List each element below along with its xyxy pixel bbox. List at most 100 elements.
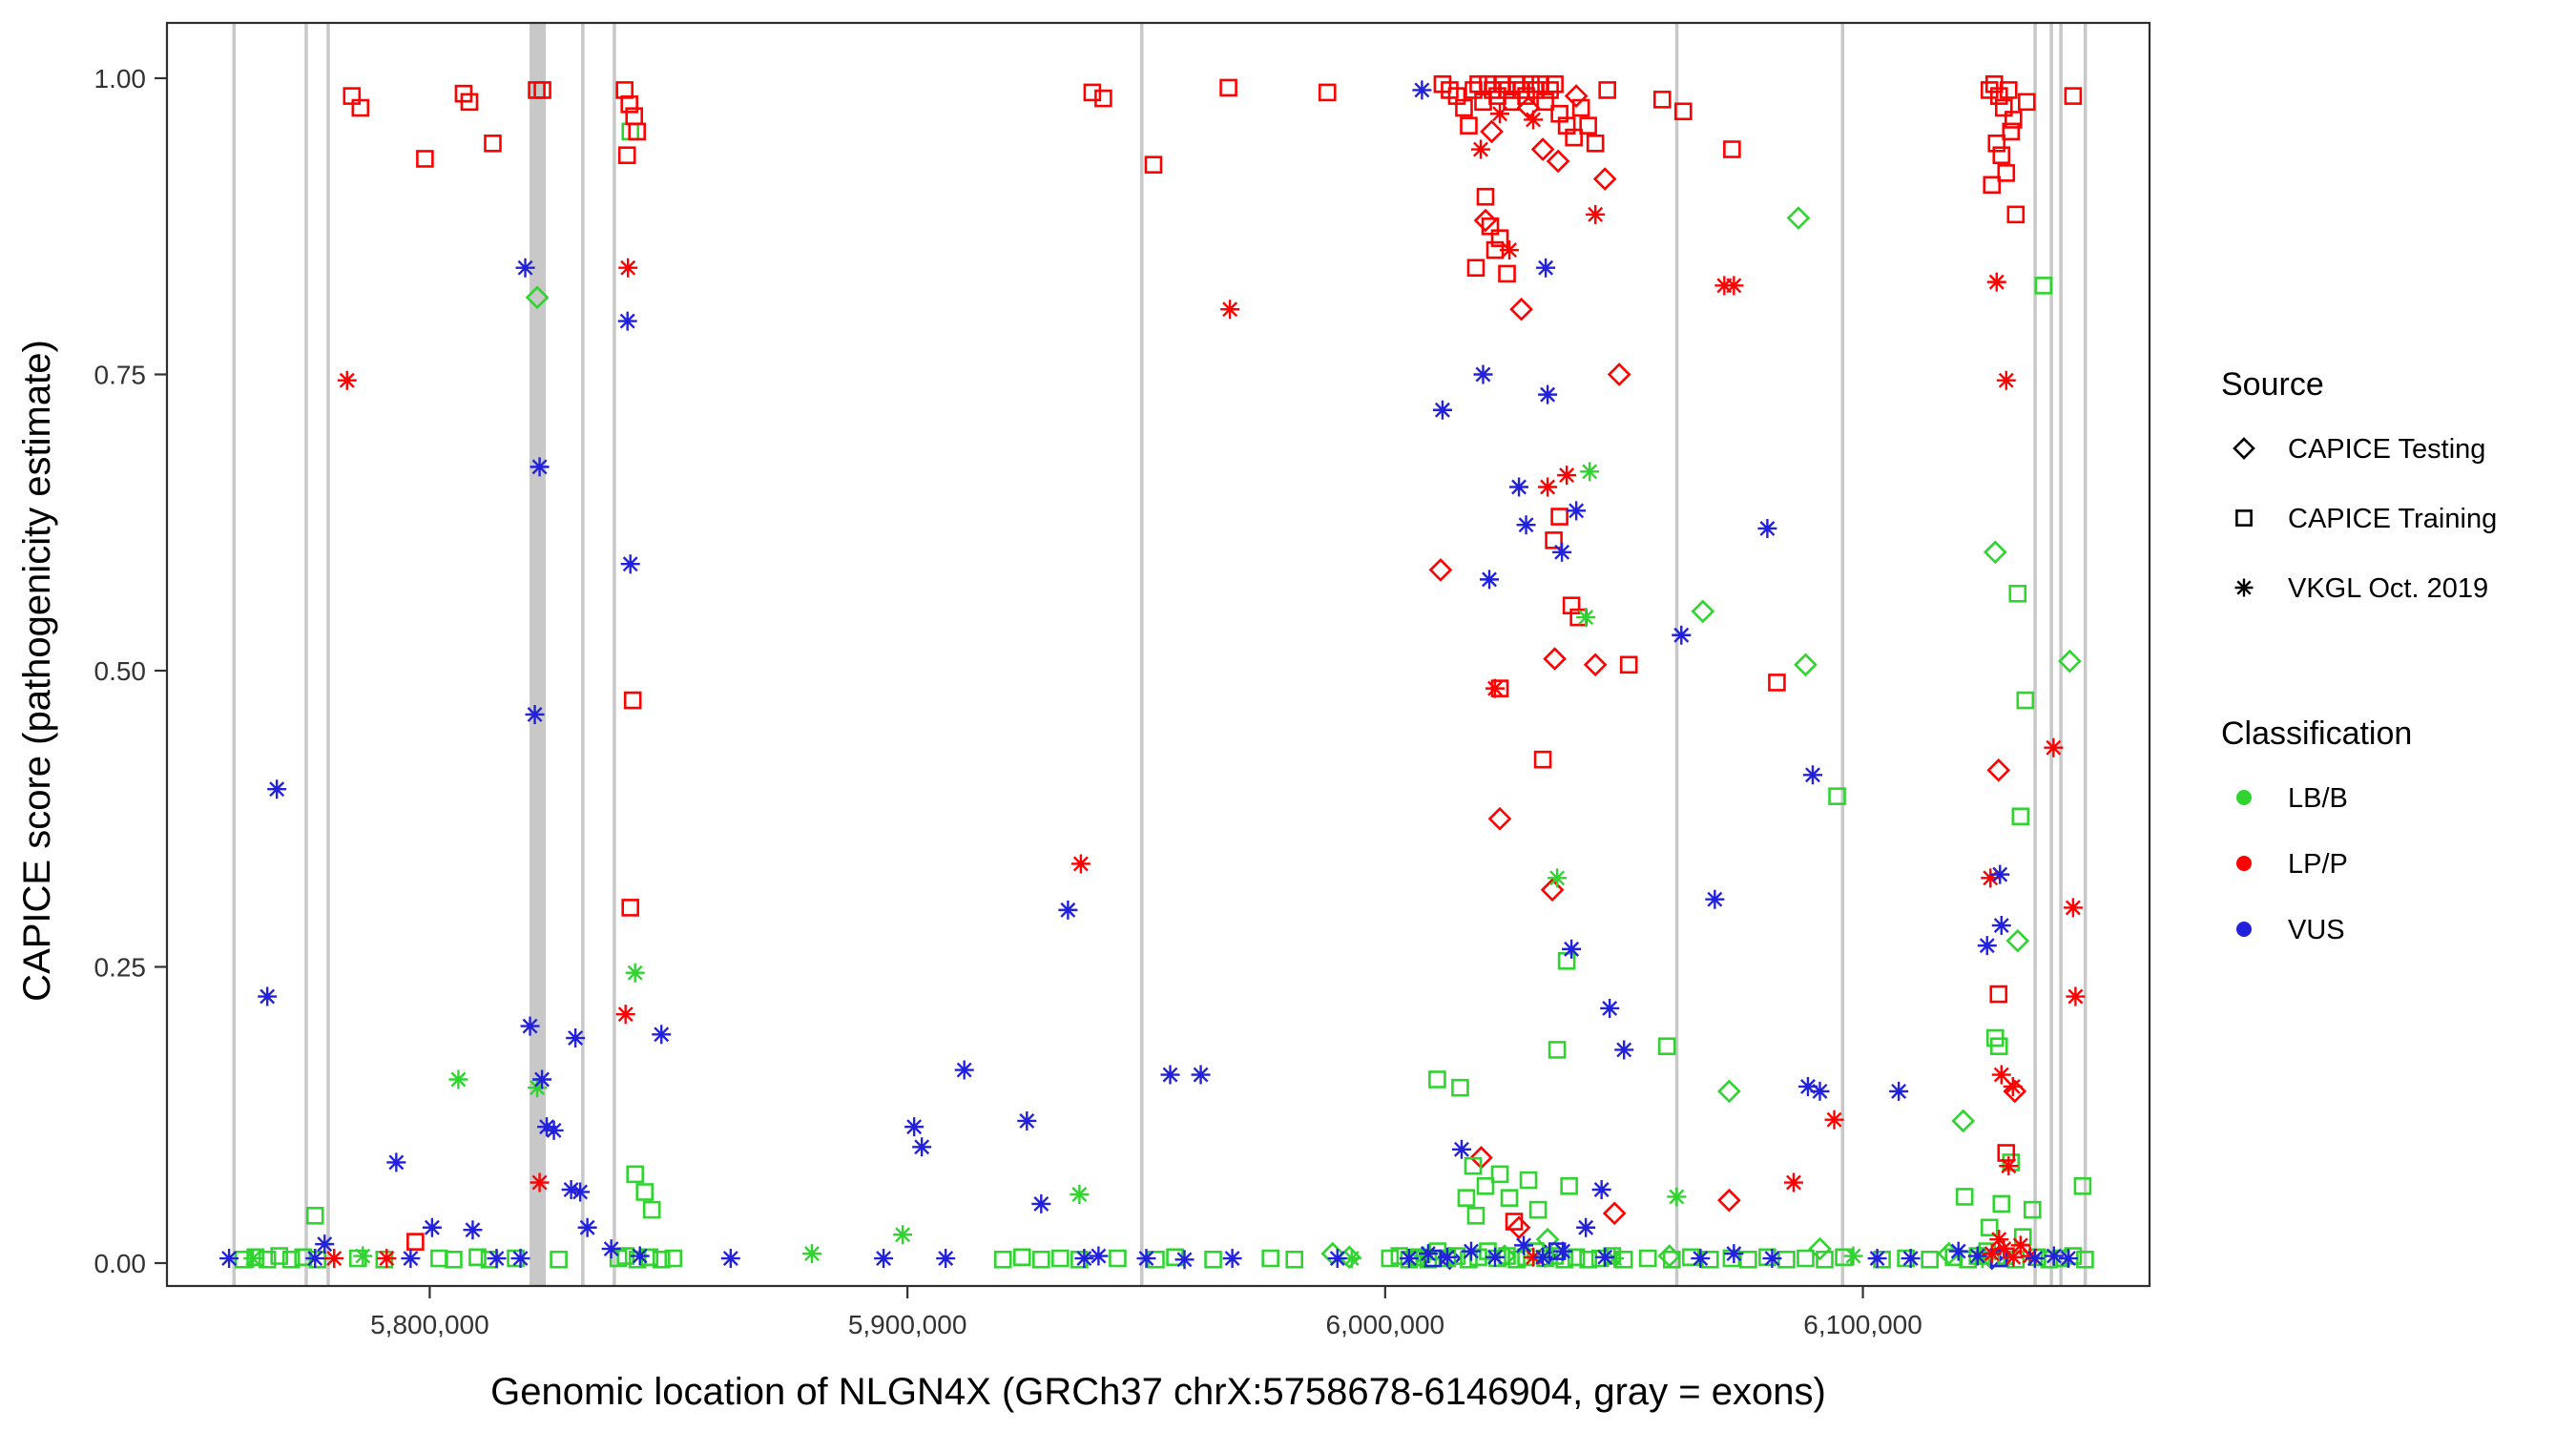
data-point-square (1498, 1247, 1516, 1265)
data-point-diamond (1530, 137, 1555, 161)
data-point-square (1498, 264, 1516, 283)
data-point-asterisk (801, 1244, 821, 1264)
data-point-asterisk (1516, 515, 1536, 535)
data-point-square (1999, 81, 2018, 99)
data-point-square (1980, 81, 1999, 99)
data-point-square (2004, 111, 2023, 129)
legend-class-label: LP/P (2288, 849, 2348, 880)
legend-source-label: CAPICE Training (2288, 504, 2497, 534)
data-point-square (1797, 1249, 1815, 1268)
data-point-asterisk (1461, 1241, 1481, 1261)
data-point-square (2002, 122, 2021, 141)
data-point-asterisk (530, 1172, 550, 1192)
data-point-square (1536, 93, 1554, 112)
exon-band (1139, 23, 1144, 1286)
data-point-asterisk (544, 1120, 564, 1140)
legend-square-icon (2235, 509, 2253, 527)
data-point-square (1723, 140, 1741, 158)
data-point-square (1955, 1188, 1974, 1206)
data-point-asterisk (577, 1217, 597, 1237)
data-point-asterisk (1802, 765, 1822, 785)
data-point-square (1997, 164, 2016, 182)
data-point-square (617, 146, 636, 165)
data-point-asterisk (874, 1249, 894, 1269)
data-point-asterisk (617, 311, 637, 331)
data-point-square (445, 1250, 463, 1269)
data-point-asterisk (2044, 737, 2064, 757)
exon-band (1674, 23, 1679, 1286)
data-point-asterisk (1524, 1247, 1544, 1267)
data-point-asterisk (2004, 1247, 2024, 1267)
data-point-diamond (1480, 119, 1504, 144)
data-point-square (1997, 1144, 2016, 1162)
data-point-asterisk (2003, 1076, 2023, 1096)
series-square-lpp (343, 74, 2083, 1251)
data-point-asterisk (1724, 1244, 1744, 1264)
data-point-square (1094, 89, 1112, 108)
data-point-asterisk (1991, 916, 2011, 936)
data-point-diamond (2003, 1079, 2027, 1104)
data-point-diamond (1786, 206, 1811, 230)
data-point-asterisk (1999, 1156, 2019, 1176)
data-point-square (1758, 1248, 1776, 1267)
data-point-asterisk (620, 554, 640, 574)
data-point-asterisk (305, 1249, 325, 1269)
data-point-square (1032, 1250, 1050, 1269)
data-point-square (1579, 116, 1597, 135)
legend-item-source-diamond: CAPICE Testing (2233, 434, 2485, 465)
data-point-diamond (1986, 757, 2011, 782)
y-tick-label: 1.00 (94, 64, 147, 93)
data-point-asterisk (1567, 501, 1587, 521)
data-point-asterisk (1500, 240, 1520, 260)
data-point-square (1490, 1165, 1509, 1184)
legend-item-source-asterisk: VKGL Oct. 2019 (2234, 573, 2488, 604)
data-point-asterisk (448, 1069, 468, 1089)
data-point-square (1012, 1248, 1031, 1267)
data-point-asterisk (463, 1220, 483, 1240)
data-point-diamond (1808, 1236, 1832, 1261)
data-point-asterisk (1412, 80, 1432, 100)
data-point-square (1638, 1249, 1657, 1268)
data-point-asterisk (1991, 1065, 2011, 1085)
data-point-asterisk (528, 1078, 548, 1098)
data-point-square (1070, 1250, 1089, 1269)
exon-band (613, 23, 616, 1286)
data-point-diamond (1607, 363, 1631, 386)
legend-color-dot-icon (2236, 790, 2252, 805)
x-tick-label: 6,100,000 (1803, 1310, 1922, 1339)
data-points-layer (219, 74, 2094, 1271)
data-point-square (1428, 1070, 1446, 1089)
data-point-diamond (1717, 1079, 1741, 1104)
series-diamond-lpp (1428, 84, 2027, 1240)
data-point-asterisk (487, 1249, 507, 1269)
data-point-asterisk (1536, 258, 1556, 278)
data-point-square (1466, 259, 1485, 278)
data-point-asterisk (2063, 898, 2083, 918)
data-point-square (305, 1207, 324, 1225)
data-point-square (1560, 1176, 1578, 1195)
data-point-asterisk (520, 1016, 540, 1036)
data-point-square (1828, 787, 1846, 805)
data-point-square (1517, 87, 1535, 105)
data-point-asterisk (1600, 998, 1620, 1018)
data-point-square (2006, 1250, 2025, 1269)
data-point-asterisk (515, 258, 535, 278)
legend-class-label: LB/B (2288, 783, 2348, 814)
data-point-asterisk (615, 1005, 635, 1025)
exon-band (2083, 23, 2088, 1286)
data-point-square (652, 1250, 671, 1269)
data-point-square (1109, 1249, 1127, 1268)
data-point-square (1505, 1213, 1524, 1231)
data-point-diamond (525, 285, 550, 310)
data-point-square (1522, 74, 1540, 93)
data-point-square (2016, 691, 2035, 710)
data-point-asterisk (1990, 864, 2010, 884)
data-point-diamond (1473, 208, 1498, 233)
data-point-asterisk (1580, 462, 1600, 482)
data-point-square (2034, 277, 2053, 295)
data-point-square (1816, 1250, 1834, 1269)
data-point-asterisk (1136, 1249, 1156, 1269)
data-point-asterisk (1222, 1249, 1242, 1269)
data-point-square (1565, 128, 1583, 147)
x-axis-title: Genomic location of NLGN4X (GRCh37 chrX:… (490, 1371, 1826, 1413)
